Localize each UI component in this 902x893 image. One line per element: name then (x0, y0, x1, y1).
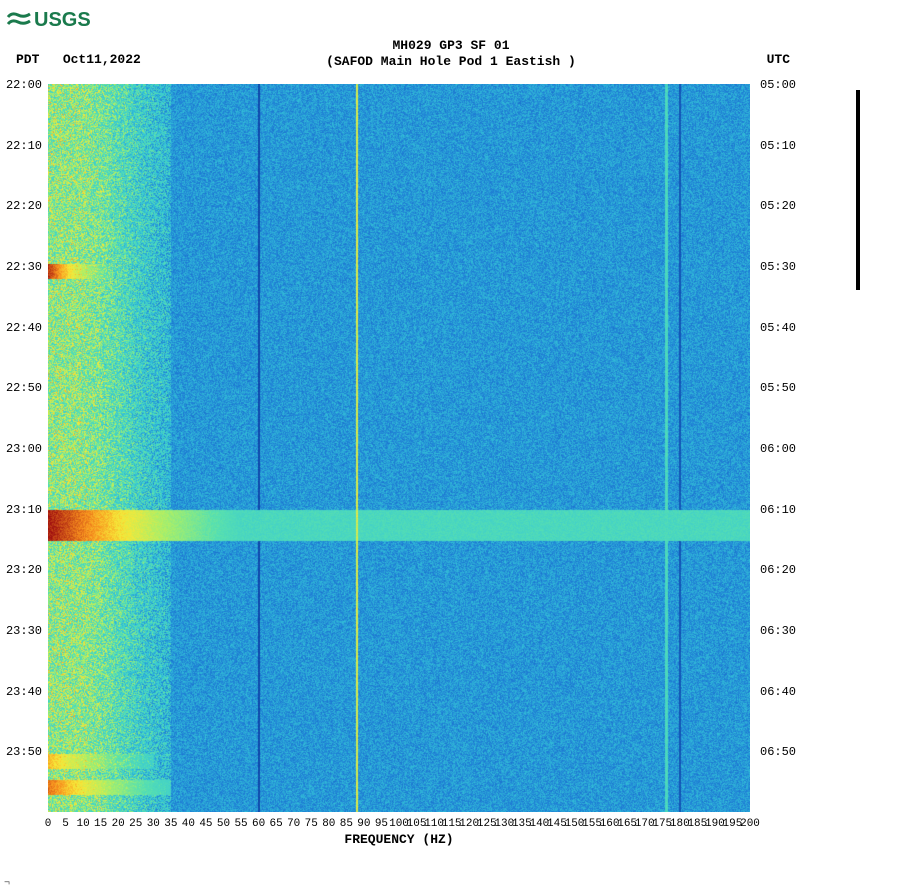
ytick-right: 05:50 (760, 381, 810, 395)
xtick: 35 (164, 818, 177, 830)
colorbar (856, 90, 860, 290)
ytick-right: 05:20 (760, 199, 810, 213)
xtick: 5 (62, 818, 69, 830)
ytick-right: 05:30 (760, 260, 810, 274)
figure-root: USGS MH029 GP3 SF 01 (SAFOD Main Hole Po… (0, 0, 902, 893)
usgs-logo-text: USGS (34, 9, 91, 31)
xtick: 40 (182, 818, 195, 830)
xtick: 60 (252, 818, 265, 830)
spectrogram-canvas (48, 84, 750, 812)
title-line1: MH029 GP3 SF 01 (392, 38, 509, 53)
ytick-left: 22:00 (2, 78, 42, 92)
ytick-right: 06:00 (760, 442, 810, 456)
ytick-right: 06:10 (760, 503, 810, 517)
ytick-left: 22:10 (2, 139, 42, 153)
header-right: UTC (767, 52, 790, 67)
xtick: 15 (94, 818, 107, 830)
xtick: 30 (147, 818, 160, 830)
xtick: 200 (740, 818, 760, 830)
date-left: Oct11,2022 (63, 52, 141, 67)
ytick-left: 23:40 (2, 685, 42, 699)
xtick: 0 (45, 818, 52, 830)
footer-mark: ¬ (4, 878, 10, 889)
xtick: 25 (129, 818, 142, 830)
ytick-right: 05:40 (760, 321, 810, 335)
ytick-left: 23:10 (2, 503, 42, 517)
usgs-logo: USGS (6, 4, 98, 34)
xtick: 70 (287, 818, 300, 830)
ytick-right: 06:50 (760, 745, 810, 759)
xtick: 45 (199, 818, 212, 830)
ytick-right: 06:40 (760, 685, 810, 699)
xtick: 75 (305, 818, 318, 830)
xtick: 65 (270, 818, 283, 830)
ytick-right: 05:00 (760, 78, 810, 92)
ytick-left: 22:40 (2, 321, 42, 335)
xtick: 50 (217, 818, 230, 830)
xtick: 80 (322, 818, 335, 830)
title-line2: (SAFOD Main Hole Pod 1 Eastish ) (326, 54, 576, 69)
ytick-left: 23:30 (2, 624, 42, 638)
xtick: 55 (234, 818, 247, 830)
xtick: 85 (340, 818, 353, 830)
ytick-left: 23:20 (2, 563, 42, 577)
xtick: 20 (112, 818, 125, 830)
ytick-right: 06:20 (760, 563, 810, 577)
spectrogram-plot (48, 84, 750, 812)
header-left: PDT Oct11,2022 (16, 52, 141, 67)
ytick-left: 23:00 (2, 442, 42, 456)
x-axis-label: FREQUENCY (HZ) (48, 832, 750, 847)
tz-right: UTC (767, 52, 790, 67)
ytick-right: 06:30 (760, 624, 810, 638)
ytick-left: 22:20 (2, 199, 42, 213)
ytick-left: 22:30 (2, 260, 42, 274)
xtick: 95 (375, 818, 388, 830)
xtick: 90 (357, 818, 370, 830)
ytick-left: 23:50 (2, 745, 42, 759)
tz-left: PDT (16, 52, 39, 67)
ytick-left: 22:50 (2, 381, 42, 395)
ytick-right: 05:10 (760, 139, 810, 153)
xtick: 10 (76, 818, 89, 830)
